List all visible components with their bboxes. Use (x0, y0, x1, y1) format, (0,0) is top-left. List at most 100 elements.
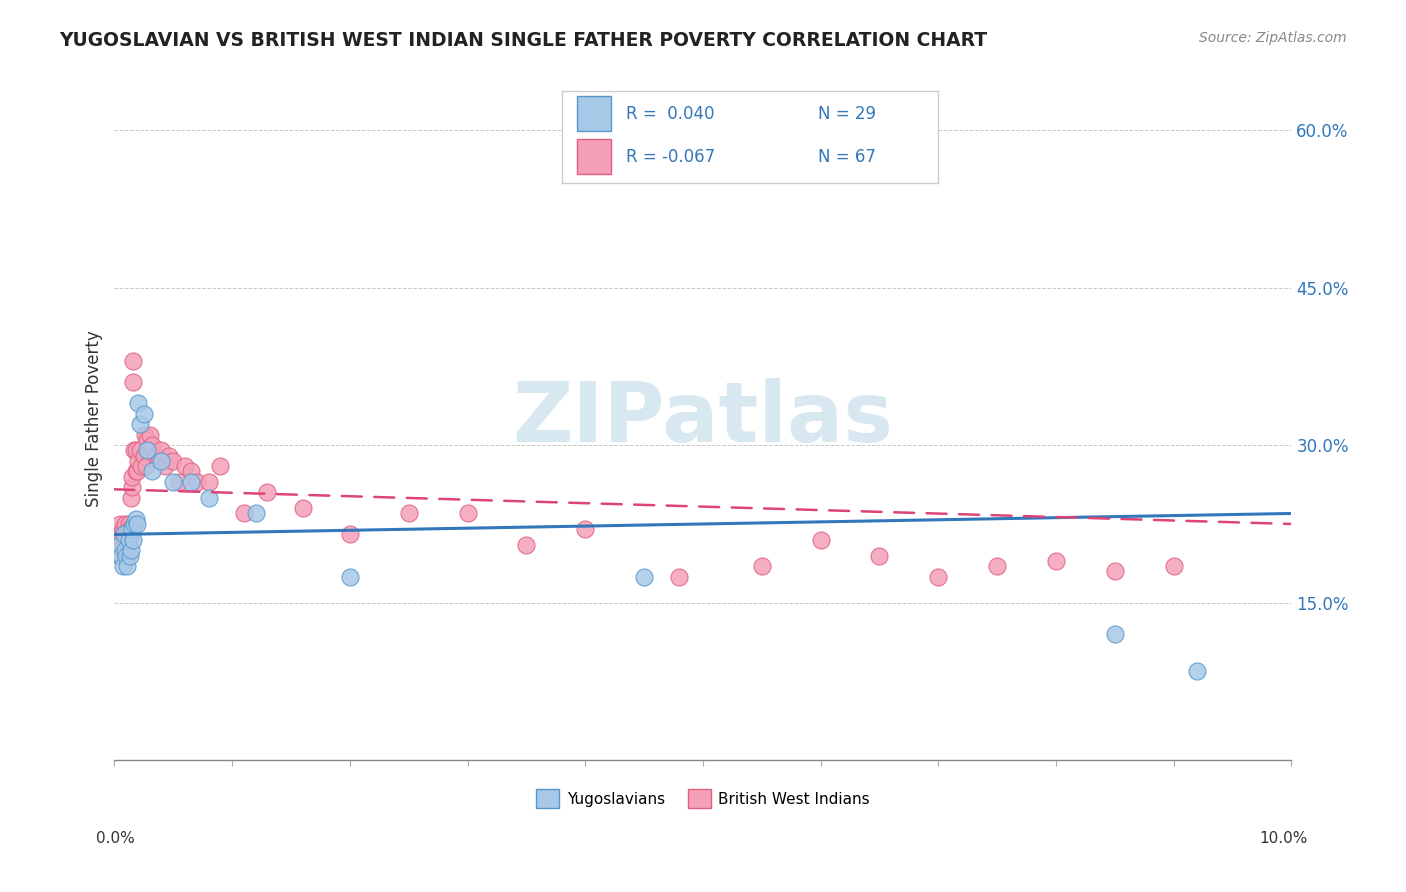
Point (115, 527, 138, 541)
Point (136, 433, 159, 447)
Point (1104, 627, 1126, 641)
Point (122, 533, 145, 547)
Point (668, 569, 690, 583)
Point (141, 438, 163, 452)
Point (162, 454, 184, 468)
Point (1163, 559, 1185, 574)
Point (135, 459, 157, 474)
Point (986, 559, 1008, 574)
Point (157, 449, 180, 463)
Point (162, 475, 184, 489)
Point (256, 485, 278, 500)
Point (751, 559, 773, 574)
Point (125, 516, 148, 531)
Point (138, 427, 160, 442)
Point (117, 533, 139, 547)
Point (1045, 554, 1067, 568)
Point (122, 375, 145, 389)
Point (117, 527, 139, 541)
Point (124, 465, 146, 479)
Point (112, 538, 135, 552)
Point (339, 527, 361, 541)
Y-axis label: Single Father Poverty: Single Father Poverty (86, 331, 103, 508)
Point (117, 516, 139, 531)
Point (107, 543, 129, 558)
Point (197, 491, 219, 505)
Point (120, 543, 142, 558)
Point (121, 522, 143, 536)
Point (134, 427, 156, 442)
Point (186, 475, 208, 489)
Point (574, 522, 596, 536)
Point (112, 527, 135, 541)
Point (174, 459, 197, 474)
Point (339, 569, 361, 583)
Point (810, 533, 832, 547)
Point (111, 559, 134, 574)
Point (114, 516, 136, 531)
Point (111, 522, 134, 536)
Point (110, 527, 132, 541)
Point (150, 454, 173, 468)
Text: 0.0%: 0.0% (96, 831, 135, 846)
Point (110, 549, 132, 563)
Text: Source: ZipAtlas.com: Source: ZipAtlas.com (1199, 31, 1347, 45)
Point (118, 522, 141, 536)
Point (121, 469, 143, 483)
Point (110, 538, 132, 552)
Point (148, 454, 170, 468)
Point (145, 449, 167, 463)
Text: YUGOSLAVIAN VS BRITISH WEST INDIAN SINGLE FATHER POVERTY CORRELATION CHART: YUGOSLAVIAN VS BRITISH WEST INDIAN SINGL… (59, 31, 987, 50)
Point (1104, 564, 1126, 578)
Point (633, 569, 655, 583)
Point (129, 443, 152, 458)
Point (125, 465, 148, 479)
Point (127, 396, 149, 410)
Point (114, 543, 136, 558)
Point (209, 459, 232, 474)
Point (136, 443, 159, 458)
Point (1187, 664, 1209, 678)
Point (180, 465, 202, 479)
Point (122, 354, 145, 368)
Point (127, 454, 149, 468)
Text: ZIPatlas: ZIPatlas (512, 378, 893, 459)
Point (927, 569, 949, 583)
Point (124, 443, 146, 458)
Point (153, 459, 176, 474)
Point (869, 549, 891, 563)
Point (105, 538, 128, 552)
Point (291, 501, 314, 516)
Point (150, 443, 173, 458)
Point (197, 475, 219, 489)
Point (117, 549, 139, 563)
Point (114, 533, 136, 547)
Point (112, 527, 135, 541)
Legend: Yugoslavians, British West Indians: Yugoslavians, British West Indians (530, 783, 876, 814)
Point (515, 538, 537, 552)
Point (245, 507, 267, 521)
Point (111, 543, 134, 558)
Point (131, 459, 153, 474)
Point (167, 475, 190, 489)
Point (108, 533, 131, 547)
Point (110, 549, 132, 563)
Point (132, 449, 155, 463)
Point (124, 516, 146, 531)
Point (117, 559, 139, 574)
Text: 10.0%: 10.0% (1260, 831, 1308, 846)
Point (124, 443, 146, 458)
Point (118, 549, 141, 563)
Point (121, 480, 143, 494)
Point (132, 407, 155, 421)
Point (118, 527, 141, 541)
Point (232, 507, 254, 521)
Point (115, 549, 138, 563)
Point (110, 516, 132, 531)
Point (398, 507, 420, 521)
Point (141, 465, 163, 479)
Point (129, 417, 152, 432)
Point (180, 475, 202, 489)
Point (120, 491, 142, 505)
Point (117, 533, 139, 547)
